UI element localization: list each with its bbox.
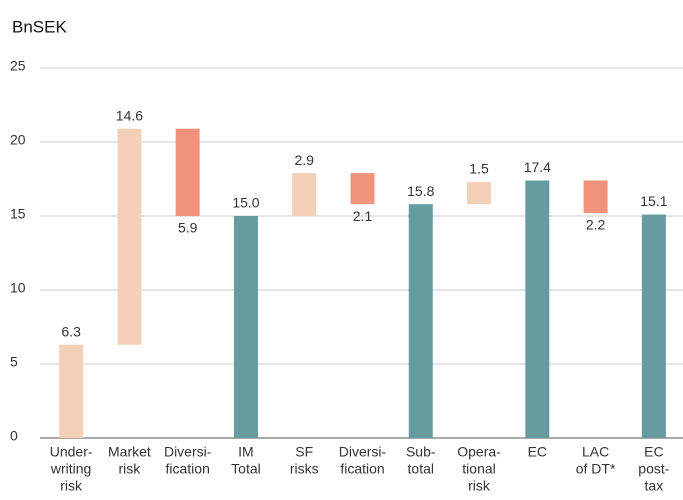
y-tick-label: 10 [10, 280, 26, 296]
x-tick-label: writing [50, 461, 91, 477]
x-tick-label: Total [231, 461, 261, 477]
x-tick-label: total [408, 461, 434, 477]
value-label: 15.1 [640, 193, 667, 209]
y-tick-label: 15 [10, 206, 26, 222]
x-tick-label: Market [108, 444, 151, 460]
y-tick-label: 20 [10, 132, 26, 148]
bar [175, 128, 200, 216]
bar [641, 214, 666, 438]
value-label: 17.4 [524, 159, 551, 175]
value-label: 6.3 [61, 323, 81, 339]
x-tick-label: Opera- [457, 444, 501, 460]
value-label: 2.9 [294, 152, 314, 168]
x-tick-label: SF [295, 444, 313, 460]
bar [59, 344, 84, 438]
bar [292, 173, 317, 216]
x-tick-label: EC [644, 444, 663, 460]
x-tick-label: LAC [582, 444, 609, 460]
value-label: 15.8 [407, 183, 434, 199]
x-tick-label: Diversi- [339, 444, 387, 460]
x-tick-label: risk [468, 478, 491, 494]
value-label: 15.0 [232, 195, 259, 211]
x-tick-label: risk [119, 461, 142, 477]
x-tick-label: risk [60, 478, 83, 494]
x-tick-label: tax [645, 478, 664, 494]
value-label: 2.2 [586, 217, 606, 233]
value-label: 14.6 [116, 107, 143, 123]
x-tick-label: fication [340, 461, 384, 477]
x-tick-label: IM [238, 444, 254, 460]
value-label: 2.1 [353, 208, 373, 224]
x-tick-label: Sub- [406, 444, 436, 460]
y-tick-label: 0 [10, 428, 18, 444]
x-tick-label: fication [166, 461, 210, 477]
bar [233, 216, 258, 438]
bar [467, 181, 492, 205]
y-tick-label: 25 [10, 58, 26, 74]
bar [525, 180, 550, 439]
value-label: 5.9 [178, 220, 198, 236]
y-tick-label: 5 [10, 354, 18, 370]
bar [408, 204, 433, 438]
bar [583, 180, 608, 214]
bar [117, 128, 142, 345]
x-tick-label: risks [290, 461, 319, 477]
x-tick-label: tional [462, 461, 495, 477]
x-tick-label: EC [528, 444, 547, 460]
x-tick-label: post- [638, 461, 669, 477]
x-tick-label: of DT* [576, 461, 616, 477]
x-tick-label: Diversi- [164, 444, 212, 460]
value-label: 1.5 [469, 161, 489, 177]
x-tick-label: Under- [50, 444, 93, 460]
bar [350, 173, 375, 205]
y-axis-label: BnSEK [12, 17, 67, 36]
